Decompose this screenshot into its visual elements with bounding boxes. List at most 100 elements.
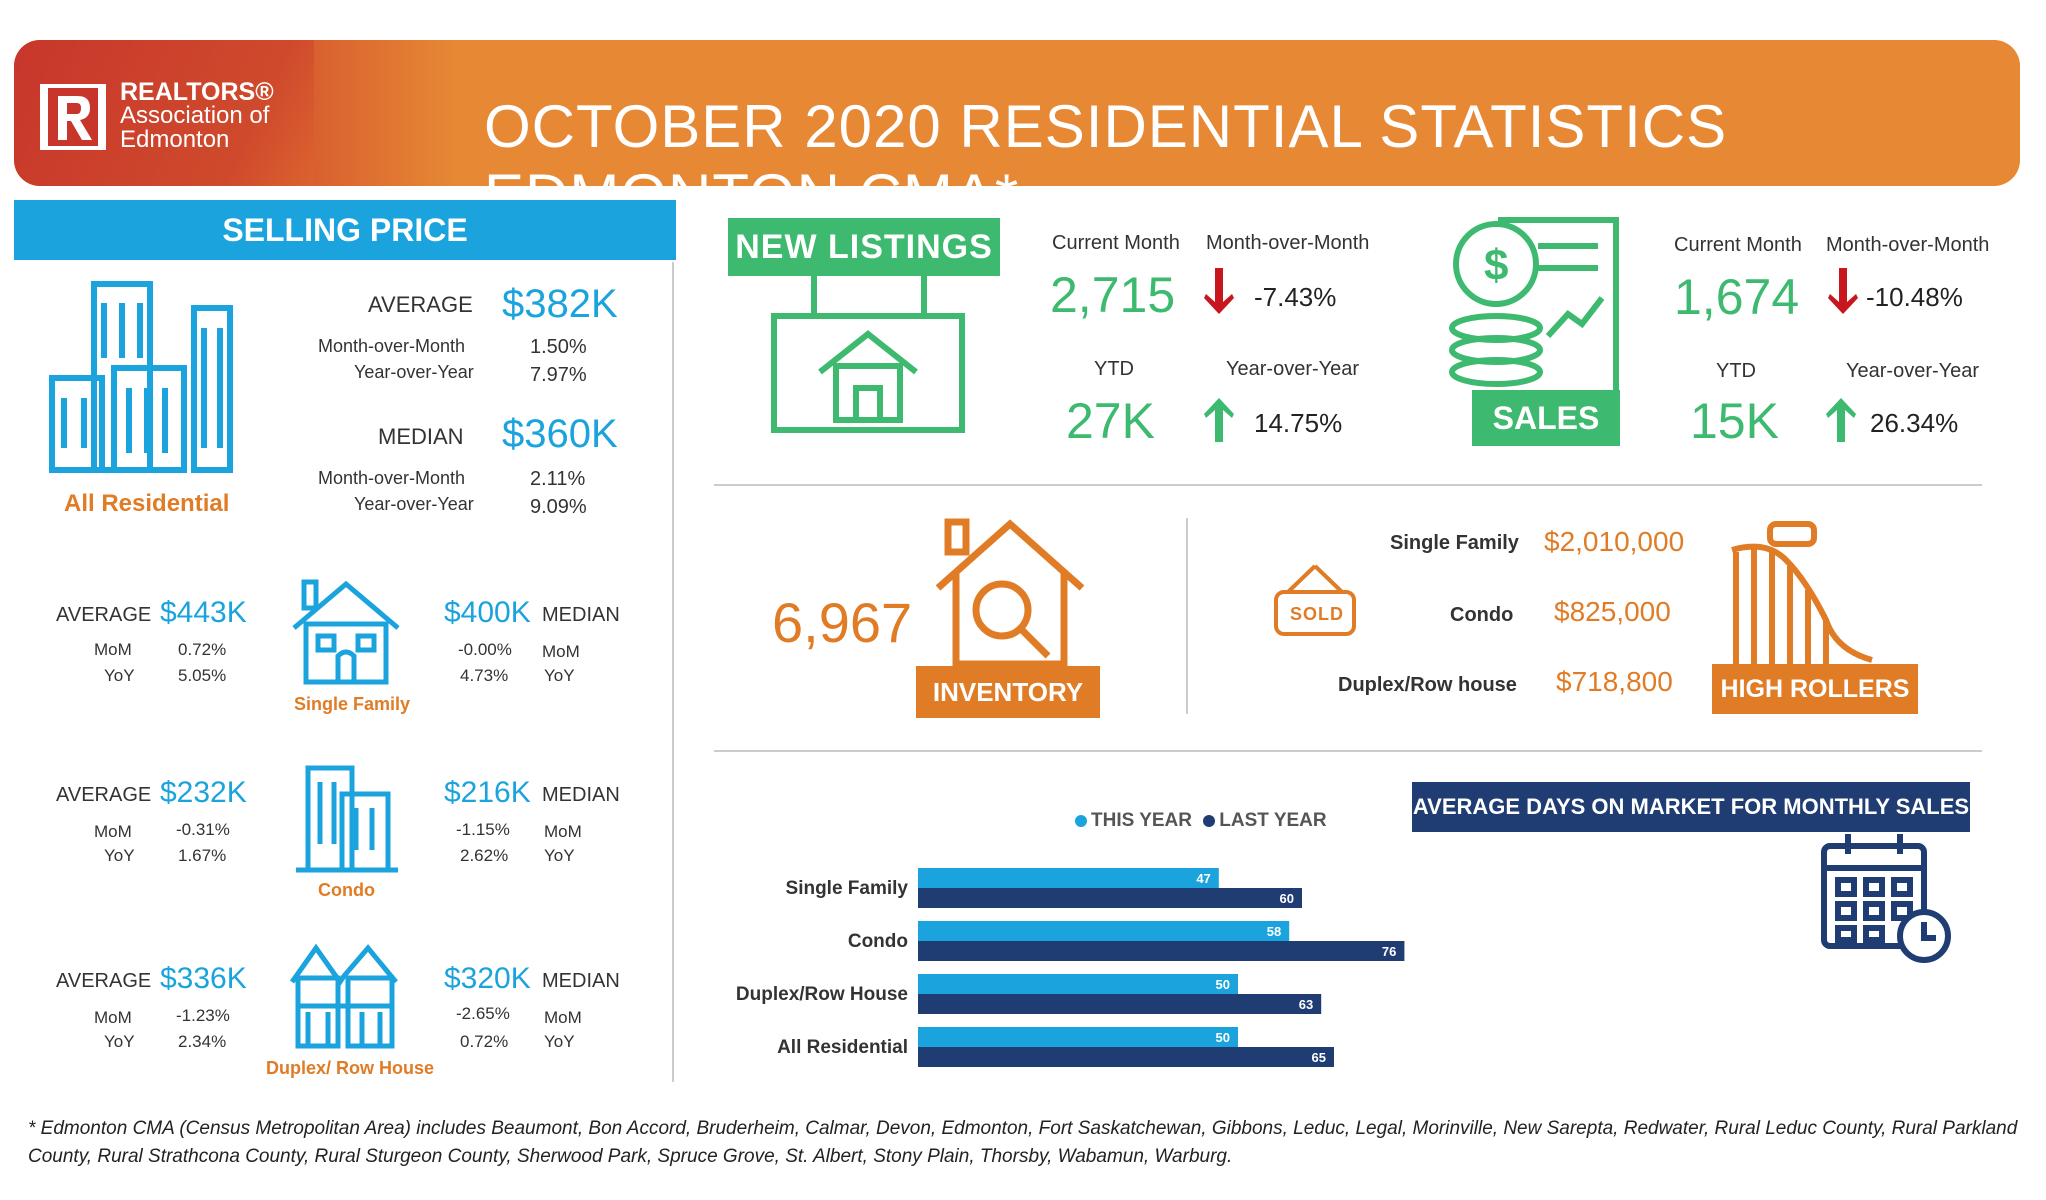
column-divider [672,262,674,1082]
category-label: Single Family [786,878,909,899]
bar-this-year [918,868,1219,888]
sales-current-value: 1,674 [1674,269,1800,325]
duplex-avg-label: AVERAGE [56,970,152,992]
legend-this-year: THIS YEAR [1091,810,1193,831]
sales-current-label: Current Month [1674,234,1802,256]
condo-med-yoy: 2.62% [460,846,509,865]
sold-sign-text: SOLD [1290,604,1345,624]
nl-current-value: 2,715 [1050,267,1176,323]
sales-mom-value: -10.48% [1866,282,1963,312]
category-label: All Residential [777,1037,908,1058]
selling-price-heading: SELLING PRICE [14,200,676,260]
condo-mom-label: MoM [94,822,132,841]
sf-med-label: MEDIAN [542,604,620,626]
hr-duplex-value: $718,800 [1556,666,1673,697]
sf-med-mom: -0.00% [458,640,512,659]
header-banner [14,40,2020,186]
all-med-yoy-label: Year-over-Year [354,494,474,514]
sf-med-yoy-label: YoY [544,666,575,685]
legend-dot-last-year [1203,814,1216,827]
nl-mom-value: -7.43% [1254,282,1337,312]
duplex-avg-value: $336K [160,962,247,995]
logo-line3: Edmonton [120,126,230,153]
sales-down-arrow-icon [1828,268,1858,321]
category-label: Condo [848,931,908,952]
inventory-value: 6,967 [772,591,913,654]
condo-caption: Condo [318,880,375,900]
legend-dot-this-year [1075,814,1087,827]
inventory-tag: INVENTORY [916,666,1100,718]
down-arrow-icon [1204,268,1234,321]
sf-avg-mom: 0.72% [178,640,227,659]
roller-coaster-icon [1726,520,1876,675]
condo-avg-value: $232K [160,776,247,809]
svg-text:$: $ [1484,241,1508,290]
condo-building-icon [292,764,402,879]
sf-med-value: $400K [444,596,531,629]
all-avg-label: AVERAGE [368,292,473,317]
logo-mark [48,88,98,146]
nl-mom-label: Month-over-Month [1206,232,1370,254]
hr-sf-value: $2,010,000 [1544,526,1685,557]
condo-avg-mom: -0.31% [176,820,230,839]
all-avg-mom: 1.50% [530,336,587,358]
sf-avg-yoy: 5.05% [178,666,227,685]
duplex-med-mom-label: MoM [544,1008,582,1027]
bar-value-label: 47 [1196,871,1210,886]
bar-last-year [918,888,1302,908]
logo-line2: Association of [120,102,270,129]
duplex-med-yoy-label: YoY [544,1032,575,1051]
hr-sf-label: Single Family [1390,532,1519,554]
sf-mom-label: MoM [94,640,132,659]
sold-sign-icon [1272,564,1358,643]
footnote: * Edmonton CMA (Census Metropolitan Area… [28,1118,2018,1167]
sf-med-mom-label: MoM [542,642,580,661]
bar-value-label: 50 [1216,977,1230,992]
bar-value-label: 60 [1280,891,1294,906]
buildings-icon [44,278,244,483]
sales-ytd-value: 15K [1690,393,1779,449]
sales-up-arrow-icon [1826,396,1856,447]
bar-last-year [918,994,1322,1014]
realtors-logo-icon[interactable] [40,84,106,150]
bar-last-year [918,941,1405,961]
calendar-clock-icon [1820,832,1952,969]
condo-med-mom-label: MoM [544,822,582,841]
nl-ytd-label: YTD [1094,358,1134,380]
divider-1 [714,484,1982,486]
duplex-avg-yoy: 2.34% [178,1032,227,1051]
single-family-house-icon [288,576,404,691]
condo-avg-yoy: 1.67% [178,846,227,865]
nl-yoy-label: Year-over-Year [1226,358,1360,380]
sales-document-icon: $ [1448,216,1620,411]
nl-ytd-value: 27K [1066,393,1155,449]
sales-mom-label: Month-over-Month [1826,234,1990,256]
divider-vertical [1186,518,1188,714]
all-avg-value: $382K [502,282,618,326]
bar-this-year [918,974,1238,994]
page-title: OCTOBER 2020 RESIDENTIAL STATISTICS EDMO… [484,93,1728,229]
condo-yoy-label: YoY [104,846,135,865]
all-avg-yoy-label: Year-over-Year [354,362,474,382]
bar-value-label: 76 [1382,944,1396,959]
nl-current-label: Current Month [1052,232,1180,254]
logo-line1: REALTORS® [120,78,274,106]
sf-avg-label: AVERAGE [56,604,152,626]
logo-text: REALTORS® Association of Edmonton [120,80,274,152]
bar-value-label: 65 [1312,1050,1326,1065]
sf-avg-value: $443K [160,596,247,629]
new-listings-tag: NEW LISTINGS [728,218,1000,276]
bar-this-year [918,1027,1238,1047]
days-on-market-chart: Single Family 47 60 Condo 58 76 Duplex/Row Hou… [736,868,1405,1067]
duplex-yoy-label: YoY [104,1032,135,1051]
duplex-med-yoy: 0.72% [460,1032,509,1051]
sales-yoy-label: Year-over-Year [1846,360,1980,382]
house-search-icon [932,518,1088,673]
duplex-house-icon [288,942,400,1055]
sales-yoy-value: 26.34% [1870,408,1959,438]
condo-med-mom: -1.15% [456,820,510,839]
sf-caption: Single Family [294,694,411,714]
chart-legend: THIS YEAR LAST YEAR [1075,810,1327,832]
all-avg-yoy: 7.97% [530,364,587,386]
listing-sign-icon [768,276,968,441]
